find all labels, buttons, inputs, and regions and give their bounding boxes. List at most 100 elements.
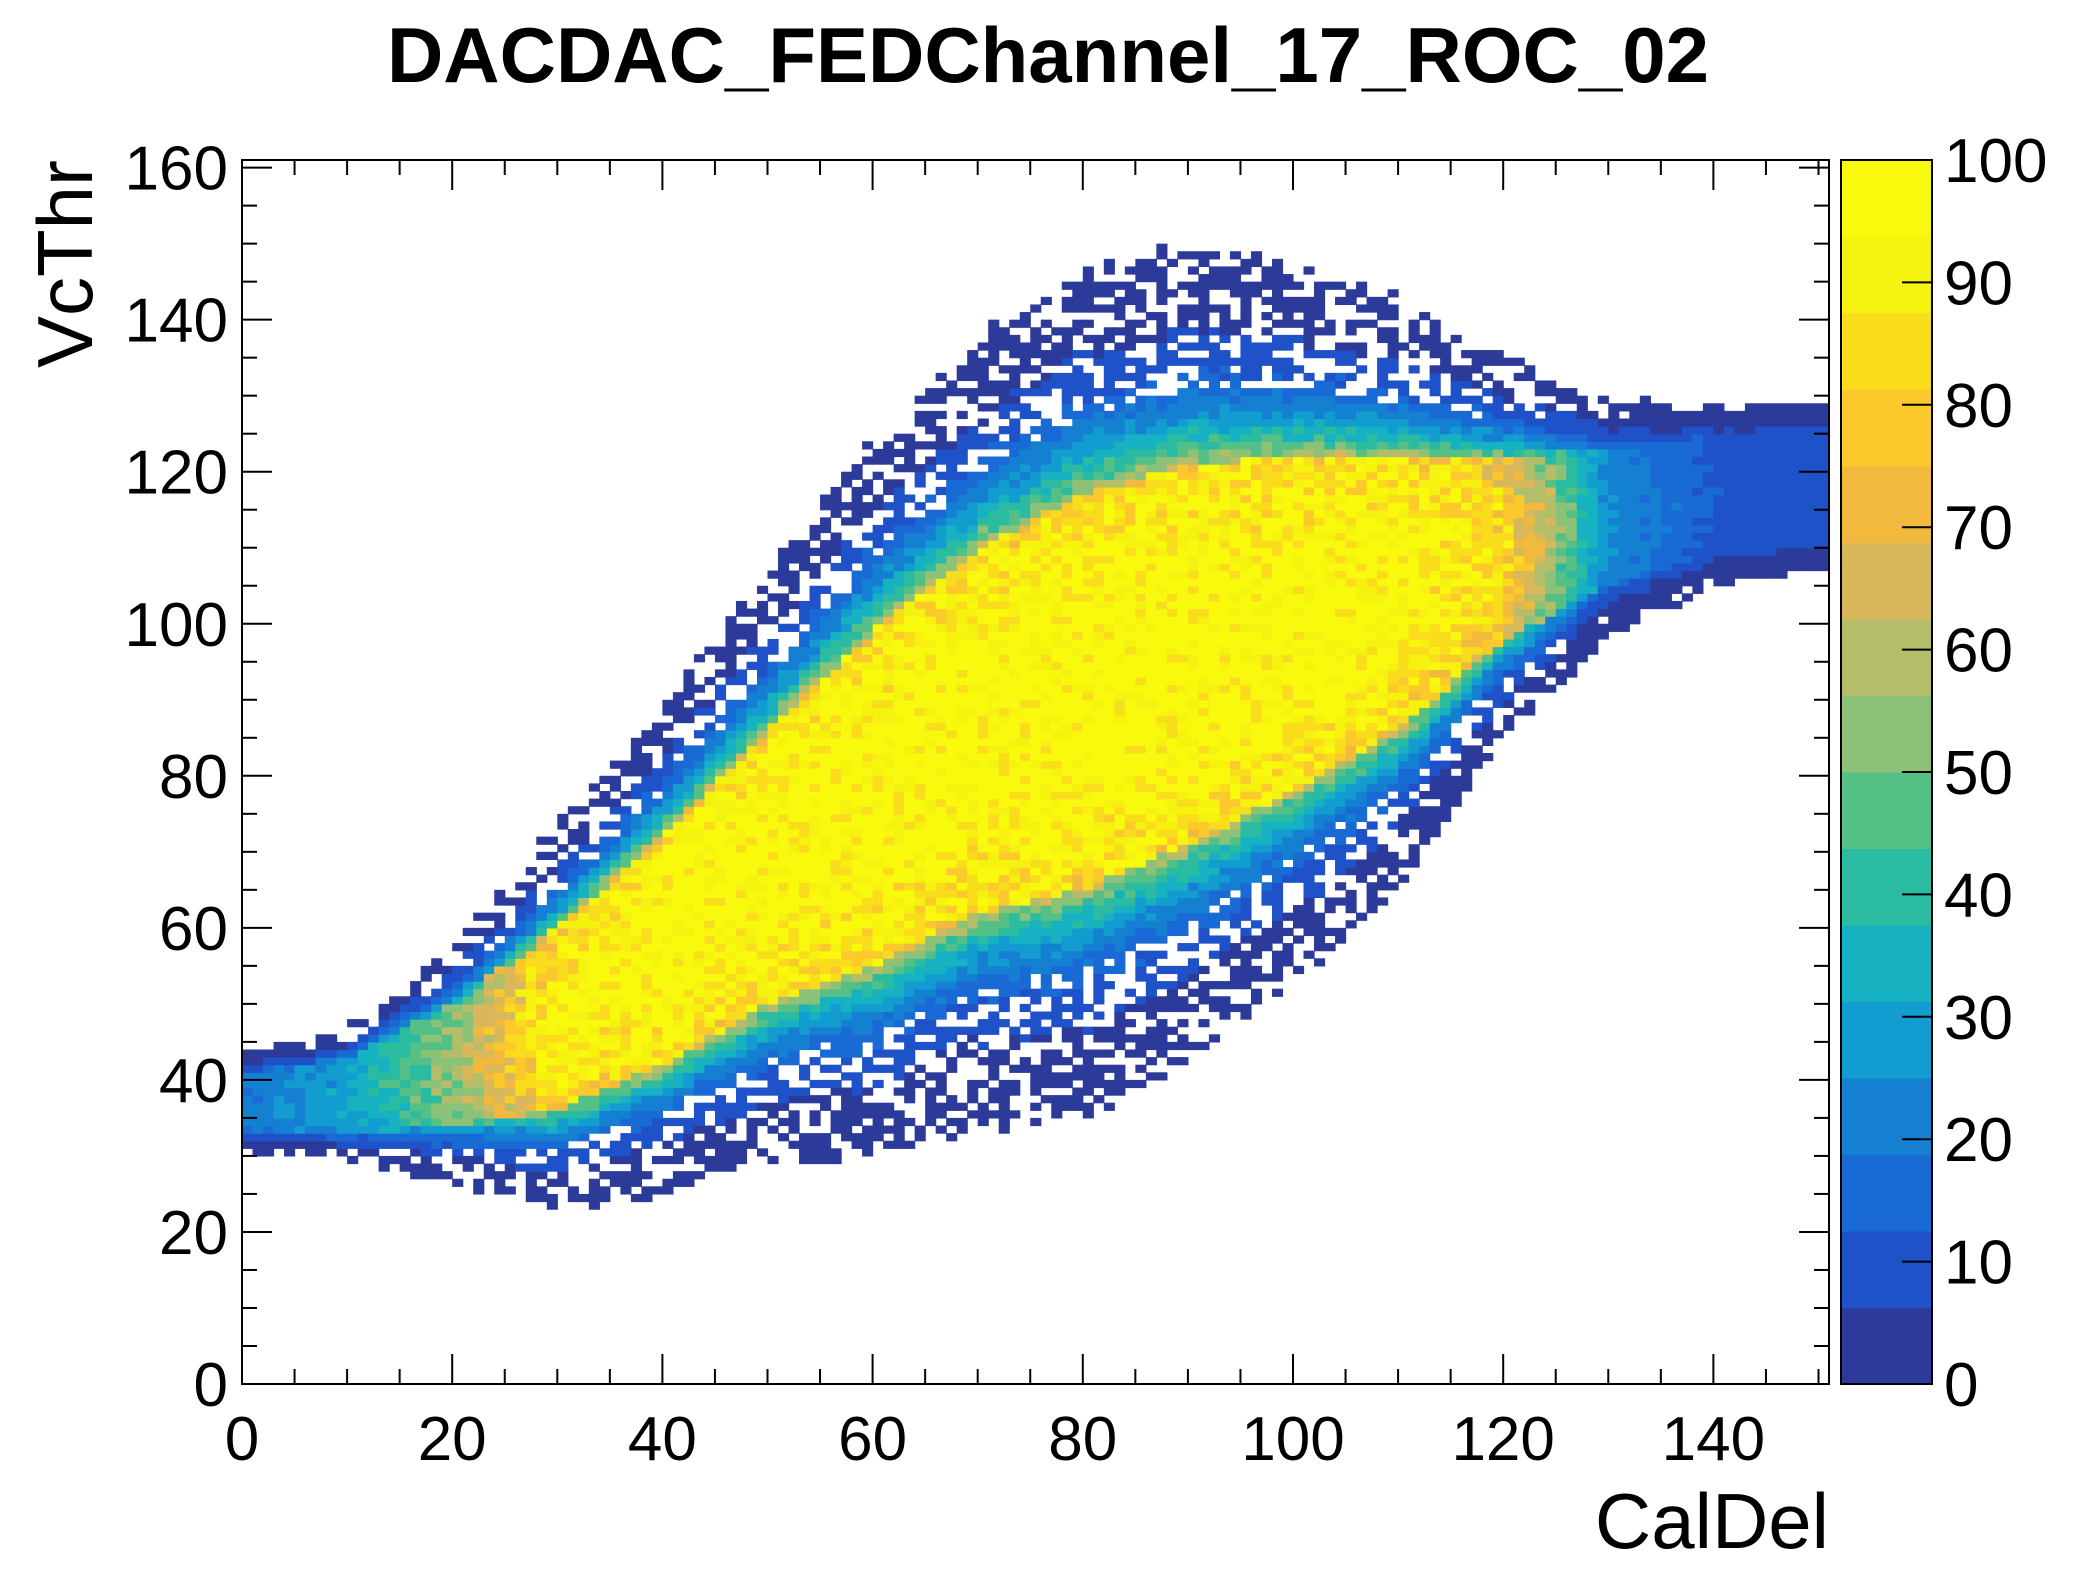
heatmap-cell [410, 1003, 422, 1013]
heatmap-cell [1145, 920, 1157, 929]
heatmap-cell [1156, 1072, 1168, 1081]
heatmap-cell [820, 935, 832, 944]
heatmap-cell [977, 1057, 989, 1066]
heatmap-cell [851, 1079, 863, 1089]
heatmap-cell [578, 889, 590, 899]
heatmap-cell [620, 981, 632, 990]
heatmap-cell [956, 502, 968, 511]
heatmap-cell [977, 456, 989, 465]
heatmap-cell [1019, 692, 1031, 701]
heatmap-cell [1124, 448, 1136, 458]
heatmap-cell [609, 943, 621, 952]
heatmap-cell [872, 996, 884, 1005]
heatmap-cell [904, 1026, 916, 1035]
heatmap-cell [515, 943, 527, 952]
heatmap-cell [778, 745, 790, 754]
heatmap-cell [714, 1019, 727, 1028]
heatmap-cell [1145, 486, 1157, 496]
heatmap-cell [641, 1133, 653, 1142]
heatmap-cell [767, 897, 779, 906]
heatmap-cell [925, 714, 937, 724]
heatmap-cell [935, 1072, 947, 1081]
heatmap-cell [672, 1064, 685, 1073]
heatmap-cell [347, 1072, 359, 1081]
heatmap-cell [883, 623, 895, 632]
heatmap-cell [914, 555, 926, 564]
heatmap-cell [693, 813, 706, 823]
heatmap-cell [1009, 555, 1021, 564]
heatmap-cell [788, 578, 800, 587]
heatmap-cell [1082, 882, 1094, 891]
heatmap-cell [431, 1019, 443, 1028]
heatmap-cell [998, 760, 1010, 769]
heatmap-cell [1135, 258, 1147, 268]
heatmap-cell [820, 631, 832, 640]
heatmap-cell [662, 912, 674, 921]
heatmap-cell [504, 1003, 516, 1013]
heatmap-cell [1009, 471, 1021, 480]
heatmap-cell [977, 905, 989, 914]
heatmap-cell [1124, 669, 1136, 678]
heatmap-cell [967, 562, 979, 572]
heatmap-cell [714, 813, 727, 823]
heatmap-cell [462, 1079, 474, 1089]
heatmap-cell [998, 342, 1010, 351]
heatmap-cell [693, 1057, 706, 1066]
heatmap-cell [578, 943, 590, 952]
heatmap-cell [893, 920, 905, 929]
heatmap-cell [1114, 555, 1126, 564]
heatmap-cell [725, 1026, 737, 1035]
heatmap-cell [1072, 707, 1084, 716]
heatmap-cell [389, 1041, 401, 1051]
heatmap-cell [1072, 730, 1084, 739]
heatmap-cell [778, 1133, 790, 1142]
heatmap-cell [946, 859, 958, 868]
heatmap-cell [672, 798, 685, 807]
heatmap-cell [1030, 555, 1042, 564]
heatmap-cell [725, 806, 737, 815]
heatmap-cell [725, 882, 737, 891]
heatmap-cell [862, 1026, 874, 1035]
heatmap-cell [305, 1110, 317, 1119]
heatmap-cell [1124, 266, 1136, 275]
heatmap-cell [567, 1034, 579, 1043]
heatmap-cell [630, 829, 642, 838]
heatmap-cell [504, 1186, 516, 1195]
heatmap-cell [683, 935, 695, 944]
heatmap-cell [1082, 403, 1094, 412]
heatmap-cell [883, 441, 895, 450]
heatmap-cell [788, 714, 800, 724]
heatmap-cell [651, 1102, 663, 1111]
heatmap-cell [851, 965, 863, 975]
heatmap-cell [809, 897, 821, 906]
heatmap-cell [998, 889, 1010, 899]
heatmap-cell [1019, 562, 1031, 572]
heatmap-cell [851, 600, 863, 610]
heatmap-cell [1030, 859, 1042, 868]
heatmap-cell [735, 768, 748, 777]
heatmap-cell [557, 1140, 569, 1149]
heatmap-cell [893, 669, 905, 678]
heatmap-cell [904, 844, 916, 853]
heatmap-cell [988, 874, 1000, 883]
heatmap-cell [1040, 981, 1052, 990]
heatmap-cell [1040, 608, 1052, 617]
heatmap-cell [851, 783, 863, 792]
heatmap-cell [1019, 965, 1031, 975]
heatmap-cell [1135, 859, 1147, 868]
heatmap-cell [1009, 981, 1021, 990]
heatmap-cell [693, 950, 706, 959]
heatmap-cell [326, 1140, 338, 1149]
heatmap-cell [557, 1171, 569, 1180]
heatmap-cell [925, 760, 937, 769]
heatmap-cell [683, 1087, 695, 1096]
heatmap-cell [525, 1019, 537, 1028]
heatmap-cell [1103, 1079, 1115, 1089]
heatmap-cell [420, 1041, 432, 1051]
heatmap-cell [662, 874, 674, 883]
heatmap-cell [725, 829, 737, 838]
heatmap-cell [1082, 578, 1094, 587]
heatmap-cell [546, 1041, 558, 1051]
heatmap-cell [1072, 1011, 1084, 1020]
heatmap-cell [809, 981, 821, 990]
